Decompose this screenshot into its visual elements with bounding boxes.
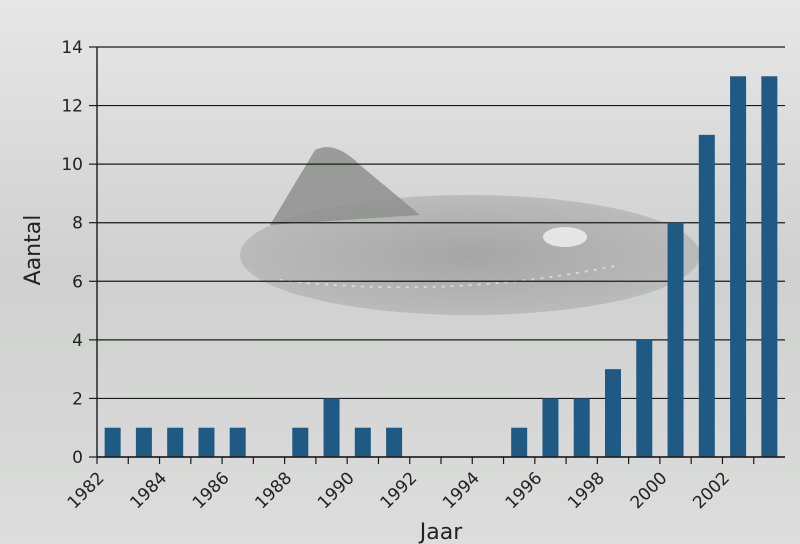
y-tick-label: 4 — [72, 331, 83, 351]
bar-1986 — [229, 427, 246, 457]
y-tick-labels: 0 2 4 6 8 10 12 14 — [61, 38, 83, 468]
bar-1989 — [323, 398, 340, 457]
bar-1998 — [605, 369, 621, 457]
bar-1984 — [167, 427, 184, 457]
bar-1999 — [636, 339, 653, 457]
bar-2002 — [730, 76, 747, 458]
bar-1996 — [542, 398, 559, 457]
bar-1990 — [354, 427, 371, 457]
y-tick-label: 12 — [61, 97, 83, 117]
bar-1995 — [511, 427, 528, 457]
y-axis-label: Aantal — [21, 215, 46, 286]
y-tick-label: 8 — [72, 214, 83, 234]
bar-1983 — [135, 427, 152, 457]
bar-2000 — [667, 222, 684, 457]
axes — [96, 47, 785, 464]
bar-1988 — [292, 427, 309, 457]
x-axis-label: Jaar — [418, 520, 463, 544]
y-tick-label: 0 — [72, 448, 83, 468]
bar-1985 — [198, 427, 215, 457]
y-tick-label: 14 — [61, 38, 83, 58]
bar-2001 — [698, 134, 715, 457]
bar-1982 — [104, 427, 121, 457]
bars — [104, 76, 778, 458]
y-tick-label: 6 — [72, 272, 83, 292]
y-tick-label: 2 — [72, 389, 83, 409]
bar-2003 — [761, 76, 778, 458]
bar-1997 — [573, 398, 590, 457]
y-tick-label: 10 — [61, 155, 83, 175]
bar-1991 — [386, 427, 403, 457]
